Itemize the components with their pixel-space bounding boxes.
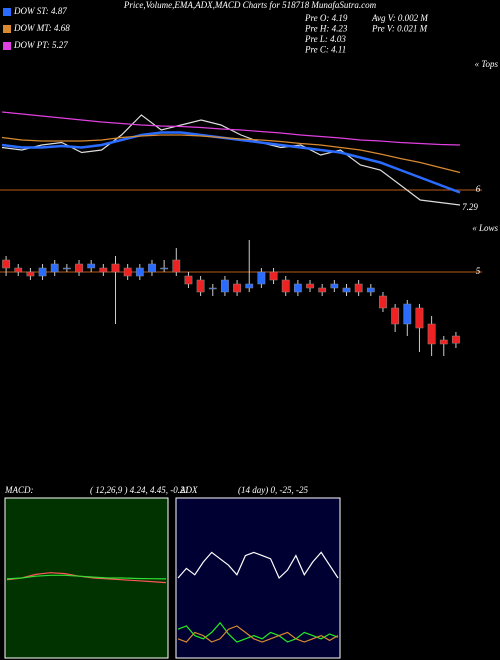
candle-body [427,323,436,345]
stat-label: Pre L: 4.03 [304,34,346,44]
candle-body [111,263,120,273]
legend-label: DOW PT: 5.27 [13,40,68,50]
candle-body [366,287,375,293]
candle-body [293,283,302,293]
legend-label: DOW ST: 4.87 [13,6,67,16]
candle-body [281,279,290,293]
stat-label: Pre H: 4.23 [304,24,348,34]
candle-body [403,303,412,325]
corner-label: « Lows [472,223,498,233]
candle-body [233,283,241,293]
candle-body [26,271,35,277]
chart-title: Price,Volume,EMA,ADX,MACD Charts for 518… [123,0,377,10]
candle-body [62,267,71,270]
candle-body [354,283,363,293]
panel-title: MACD: [4,485,34,495]
price-label: 7.29 [462,202,478,212]
candle-body [184,275,193,285]
series-line [177,551,339,580]
candle-body [208,287,217,290]
candle-body [245,283,254,289]
candle-body [342,287,351,293]
stat-label: Avg V: 0.002 M [371,13,428,23]
legend-swatch [3,42,11,50]
candle-body [391,307,400,325]
panel-subtitle: (14 day) 0, -25, -25 [238,485,308,495]
series-line [6,574,167,580]
candle-body [439,339,448,345]
panel-title: ADX [179,485,198,495]
candle-body [330,283,339,289]
stat-label: Pre C: 4.11 [304,45,346,55]
candle-body [415,307,424,329]
candle-body [38,267,47,277]
legend-swatch [3,8,11,16]
candle-body [75,263,83,273]
legend-label: DOW MT: 4.68 [13,23,70,33]
candle-body [160,267,169,270]
candle-body [148,263,156,273]
series-line [1,111,461,146]
candle-body [14,267,23,273]
candle-body [135,267,144,277]
y-tick-label: 5 [476,266,481,276]
series-line [177,621,339,643]
candle-body [50,263,59,273]
candle-body [269,271,278,281]
candle-body [123,267,132,277]
candle-body [172,259,181,273]
candle-body [87,263,96,269]
stat-label: Pre O: 4.19 [304,13,348,23]
candle-body [2,259,10,269]
candle-body [306,283,314,289]
candle-body [257,271,266,285]
panel-subtitle: ( 12,26,9 ) 4.24, 4.45, -0.21 [90,485,189,495]
candle-body [452,335,460,344]
y-tick-label: 6 [476,184,481,194]
corner-label: « Tops [475,59,499,69]
series-line [1,134,461,174]
legend-swatch [3,25,11,33]
panel [175,497,341,659]
stat-label: Pre V: 0.021 M [371,24,428,34]
series-line [177,625,339,643]
candle-body [99,267,108,273]
candle-body [379,295,387,309]
candle-body [196,279,205,293]
candle-body [318,287,327,293]
candle-body [221,279,229,293]
